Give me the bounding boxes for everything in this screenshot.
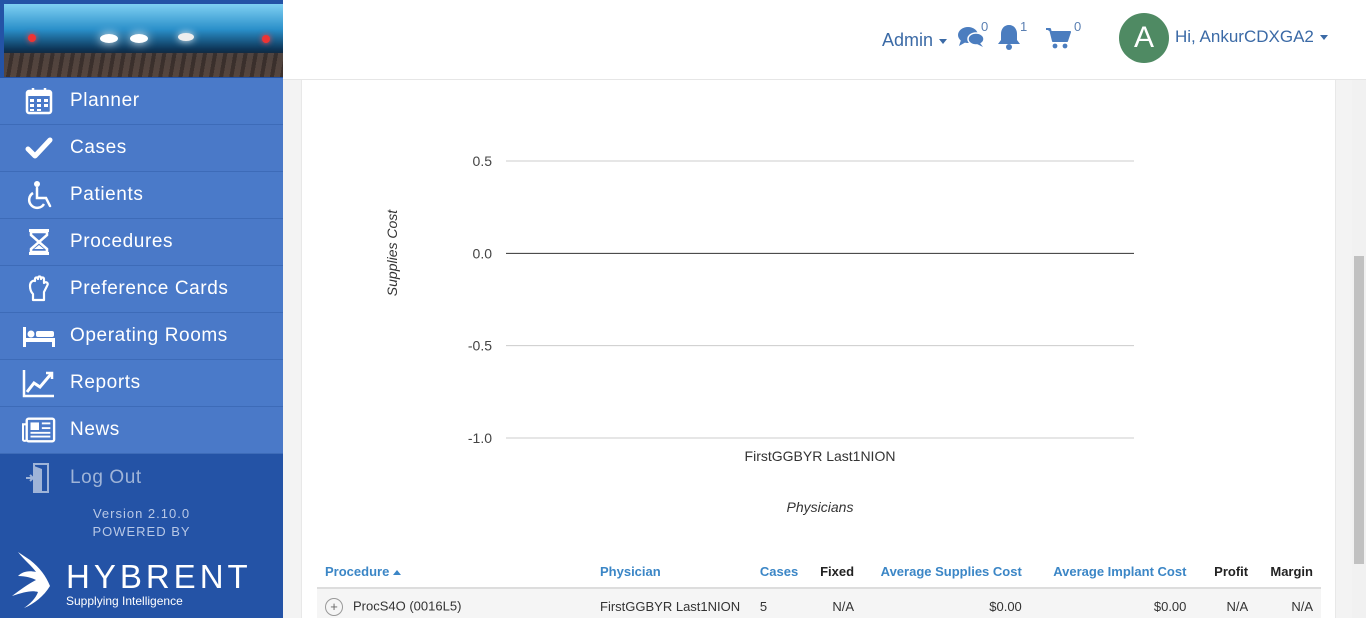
admin-menu[interactable]: Admin [882, 30, 948, 51]
admin-label: Admin [882, 30, 934, 50]
sidebar-item-label: News [70, 419, 120, 440]
supplies-cost-chart: 0.5 0.0 -0.5 -1.0 FirstGGBYR Last1NION Physic… [384, 153, 1134, 515]
scrollbar-thumb[interactable] [1354, 256, 1364, 564]
user-menu[interactable]: Hi, AnkurCDXGA2 [1175, 27, 1328, 47]
sidebar-item-reports[interactable]: Reports [0, 360, 283, 407]
column-header-profit: Profit [1194, 556, 1257, 589]
calendar-icon [22, 86, 56, 116]
hybrent-bird-icon [12, 552, 50, 608]
version-info: Version 2.10.0 POWERED BY [0, 505, 283, 541]
sidebar-item-cases[interactable]: Cases [0, 125, 283, 172]
sidebar-item-label: Procedures [70, 231, 174, 252]
newspaper-icon [22, 415, 56, 445]
procedures-table: Procedure Physician Cases Fixed Average … [317, 556, 1321, 618]
y-axis-label: Supplies Cost [384, 209, 400, 296]
cell-profit: N/A [1194, 588, 1257, 618]
page-scrollbar[interactable] [1352, 80, 1366, 618]
cell-margin: N/A [1256, 588, 1321, 618]
cell-physician: FirstGGBYR Last1NION [592, 588, 752, 618]
y-tick-label: 0.0 [473, 245, 493, 261]
wheelchair-icon [22, 180, 56, 210]
bell-icon[interactable] [996, 23, 1022, 56]
glove-icon [22, 274, 56, 304]
door-exit-icon [22, 462, 56, 493]
sidebar-nav: Planner Cases Patients Procedures Prefer… [0, 78, 283, 501]
sidebar-item-procedures[interactable]: Procedures [0, 219, 283, 266]
y-tick-label: -0.5 [468, 338, 492, 354]
sidebar-item-news[interactable]: News [0, 407, 283, 454]
line-chart-icon [22, 368, 56, 398]
chevron-down-icon [939, 38, 948, 44]
sidebar-item-operating-rooms[interactable]: Operating Rooms [0, 313, 283, 360]
y-tick-label: 0.5 [473, 153, 493, 169]
column-header-margin: Margin [1256, 556, 1321, 589]
user-greeting: Hi, AnkurCDXGA2 [1175, 27, 1314, 46]
sidebar-item-planner[interactable]: Planner [0, 78, 283, 125]
avatar[interactable]: A [1119, 13, 1169, 63]
version-text: Version 2.10.0 [92, 506, 191, 521]
cell-avg-implant-cost: $0.00 [1029, 588, 1195, 618]
cell-fixed: N/A [806, 588, 863, 618]
sidebar-item-label: Patients [70, 184, 144, 205]
column-header-physician[interactable]: Physician [592, 556, 752, 589]
column-header-avg-implant-cost[interactable]: Average Implant Cost [1029, 556, 1195, 589]
report-panel: 0.5 0.0 -0.5 -1.0 FirstGGBYR Last1NION Physic… [301, 80, 1336, 618]
sidebar-item-preference-cards[interactable]: Preference Cards [0, 266, 283, 313]
cell-cases: 5 [751, 588, 807, 618]
cell-procedure: + ProcS4O (0016L5) [317, 588, 592, 618]
cart-icon[interactable] [1045, 27, 1071, 54]
cell-avg-supplies-cost: $0.00 [862, 588, 1030, 618]
sidebar-item-logout[interactable]: Log Out [0, 454, 283, 501]
column-header-fixed: Fixed [806, 556, 863, 589]
column-header-avg-supplies-cost[interactable]: Average Supplies Cost [862, 556, 1030, 589]
sort-asc-icon [393, 570, 402, 576]
sidebar-item-label: Preference Cards [70, 278, 229, 299]
powered-by-text: POWERED BY [92, 524, 191, 539]
top-header: Admin 0 1 0 A Hi, AnkurCDXGA2 [283, 0, 1366, 80]
notifications-count: 1 [1020, 19, 1028, 34]
check-icon [22, 133, 56, 163]
header-banner-image [4, 4, 283, 77]
sidebar-item-label: Planner [70, 90, 140, 111]
expand-row-icon[interactable]: + [325, 597, 343, 616]
messages-count: 0 [981, 19, 989, 34]
brand-tagline: Supplying Intelligence [66, 594, 183, 608]
sidebar-item-label: Log Out [70, 466, 142, 488]
table-header-row: Procedure Physician Cases Fixed Average … [317, 556, 1321, 589]
sidebar: Planner Cases Patients Procedures Prefer… [0, 0, 283, 618]
cart-count: 0 [1074, 19, 1082, 34]
x-tick-label: FirstGGBYR Last1NION [745, 448, 896, 464]
column-header-procedure[interactable]: Procedure [317, 556, 592, 589]
brand-name: HYBRENT [66, 558, 252, 595]
column-header-cases[interactable]: Cases [751, 556, 807, 589]
messages-icon[interactable] [957, 25, 985, 54]
y-tick-label: -1.0 [468, 430, 492, 446]
hourglass-icon [22, 227, 56, 257]
sidebar-item-label: Cases [70, 137, 127, 158]
chevron-down-icon [1319, 35, 1328, 41]
hybrent-logo: HYBRENT Supplying Intelligence [10, 548, 270, 610]
sidebar-item-label: Reports [70, 372, 141, 393]
table-row: + ProcS4O (0016L5) FirstGGBYR Last1NION 5… [317, 588, 1321, 618]
bed-icon [22, 321, 56, 351]
x-axis-label: Physicians [787, 499, 854, 515]
sidebar-item-label: Operating Rooms [70, 325, 228, 346]
sidebar-item-patients[interactable]: Patients [0, 172, 283, 219]
